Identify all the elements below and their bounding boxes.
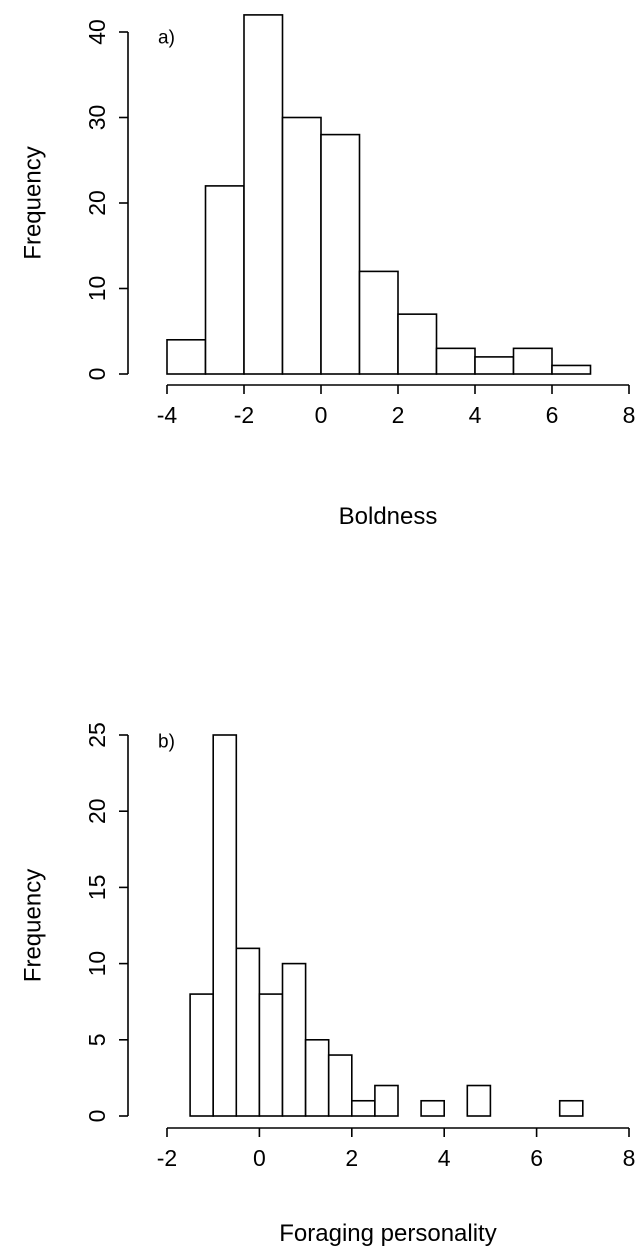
y-tick-label: 15 [84,875,110,901]
x-tick-label: 0 [253,1145,266,1171]
histogram-bar [420,1099,446,1117]
x-tick-label: 8 [623,1145,636,1171]
y-tick-label: 10 [84,276,110,302]
panel-label: a) [158,28,175,49]
x-tick-label: 8 [623,402,636,428]
y-tick-label: 40 [84,19,110,45]
x-tick-label: 2 [392,402,405,428]
x-tick-label: 2 [345,1145,358,1171]
histogram-bar [166,338,207,375]
y-tick-label: 20 [84,190,110,216]
x-tick-label: -2 [157,1145,177,1171]
y-axis-label: Frequency [20,146,47,259]
histogram-bar [189,993,215,1117]
y-tick-label: 0 [84,1110,110,1123]
x-tick-label: 0 [315,402,328,428]
histogram-bar [258,993,284,1117]
histogram-bar [350,1099,376,1117]
y-tick-label: 20 [84,798,110,824]
y-tick-label: 5 [84,1033,110,1046]
histogram-foraging-personality: -2 0 2 4 6 8 0 5 10 15 20 25 Foraging personality Fre… [20,722,636,1247]
y-tick-label: 10 [84,951,110,977]
panel-label: b) [158,732,175,753]
x-axis-label: Foraging personality [279,1220,496,1247]
histogram-bar [320,133,361,375]
x-tick-label: 4 [469,402,482,428]
x-tick-label: -2 [234,402,254,428]
histogram-bar [281,116,322,375]
histogram-bar [204,185,245,375]
y-tick-label: 25 [84,722,110,748]
histogram-bar [474,356,515,375]
histogram-bar [304,1039,330,1117]
histogram-bar [466,1084,492,1117]
histogram-bar [512,347,553,375]
x-axis-label: Boldness [339,503,438,530]
y-tick-label: 0 [84,368,110,381]
x-tick-label: 6 [546,402,559,428]
y-tick-label: 30 [84,105,110,131]
histogram-bar [327,1054,353,1117]
histogram-boldness: -4 -2 0 2 4 6 8 0 10 20 30 40 Boldness Frequency a) [20,14,636,530]
histogram-bar [558,1099,584,1117]
x-tick-label: -4 [157,402,178,428]
x-tick-label: 4 [438,1145,451,1171]
histogram-bar [235,947,261,1117]
x-tick-label: 6 [530,1145,543,1171]
histogram-bar [212,734,238,1117]
histogram-bar [397,313,438,375]
histogram-bar [358,270,399,375]
histogram-bar [374,1084,399,1117]
histogram-bar [551,364,592,375]
histogram-bar [281,962,307,1117]
y-axis-label: Frequency [20,869,47,982]
histogram-bar [243,14,284,375]
histogram-bar [435,347,476,375]
